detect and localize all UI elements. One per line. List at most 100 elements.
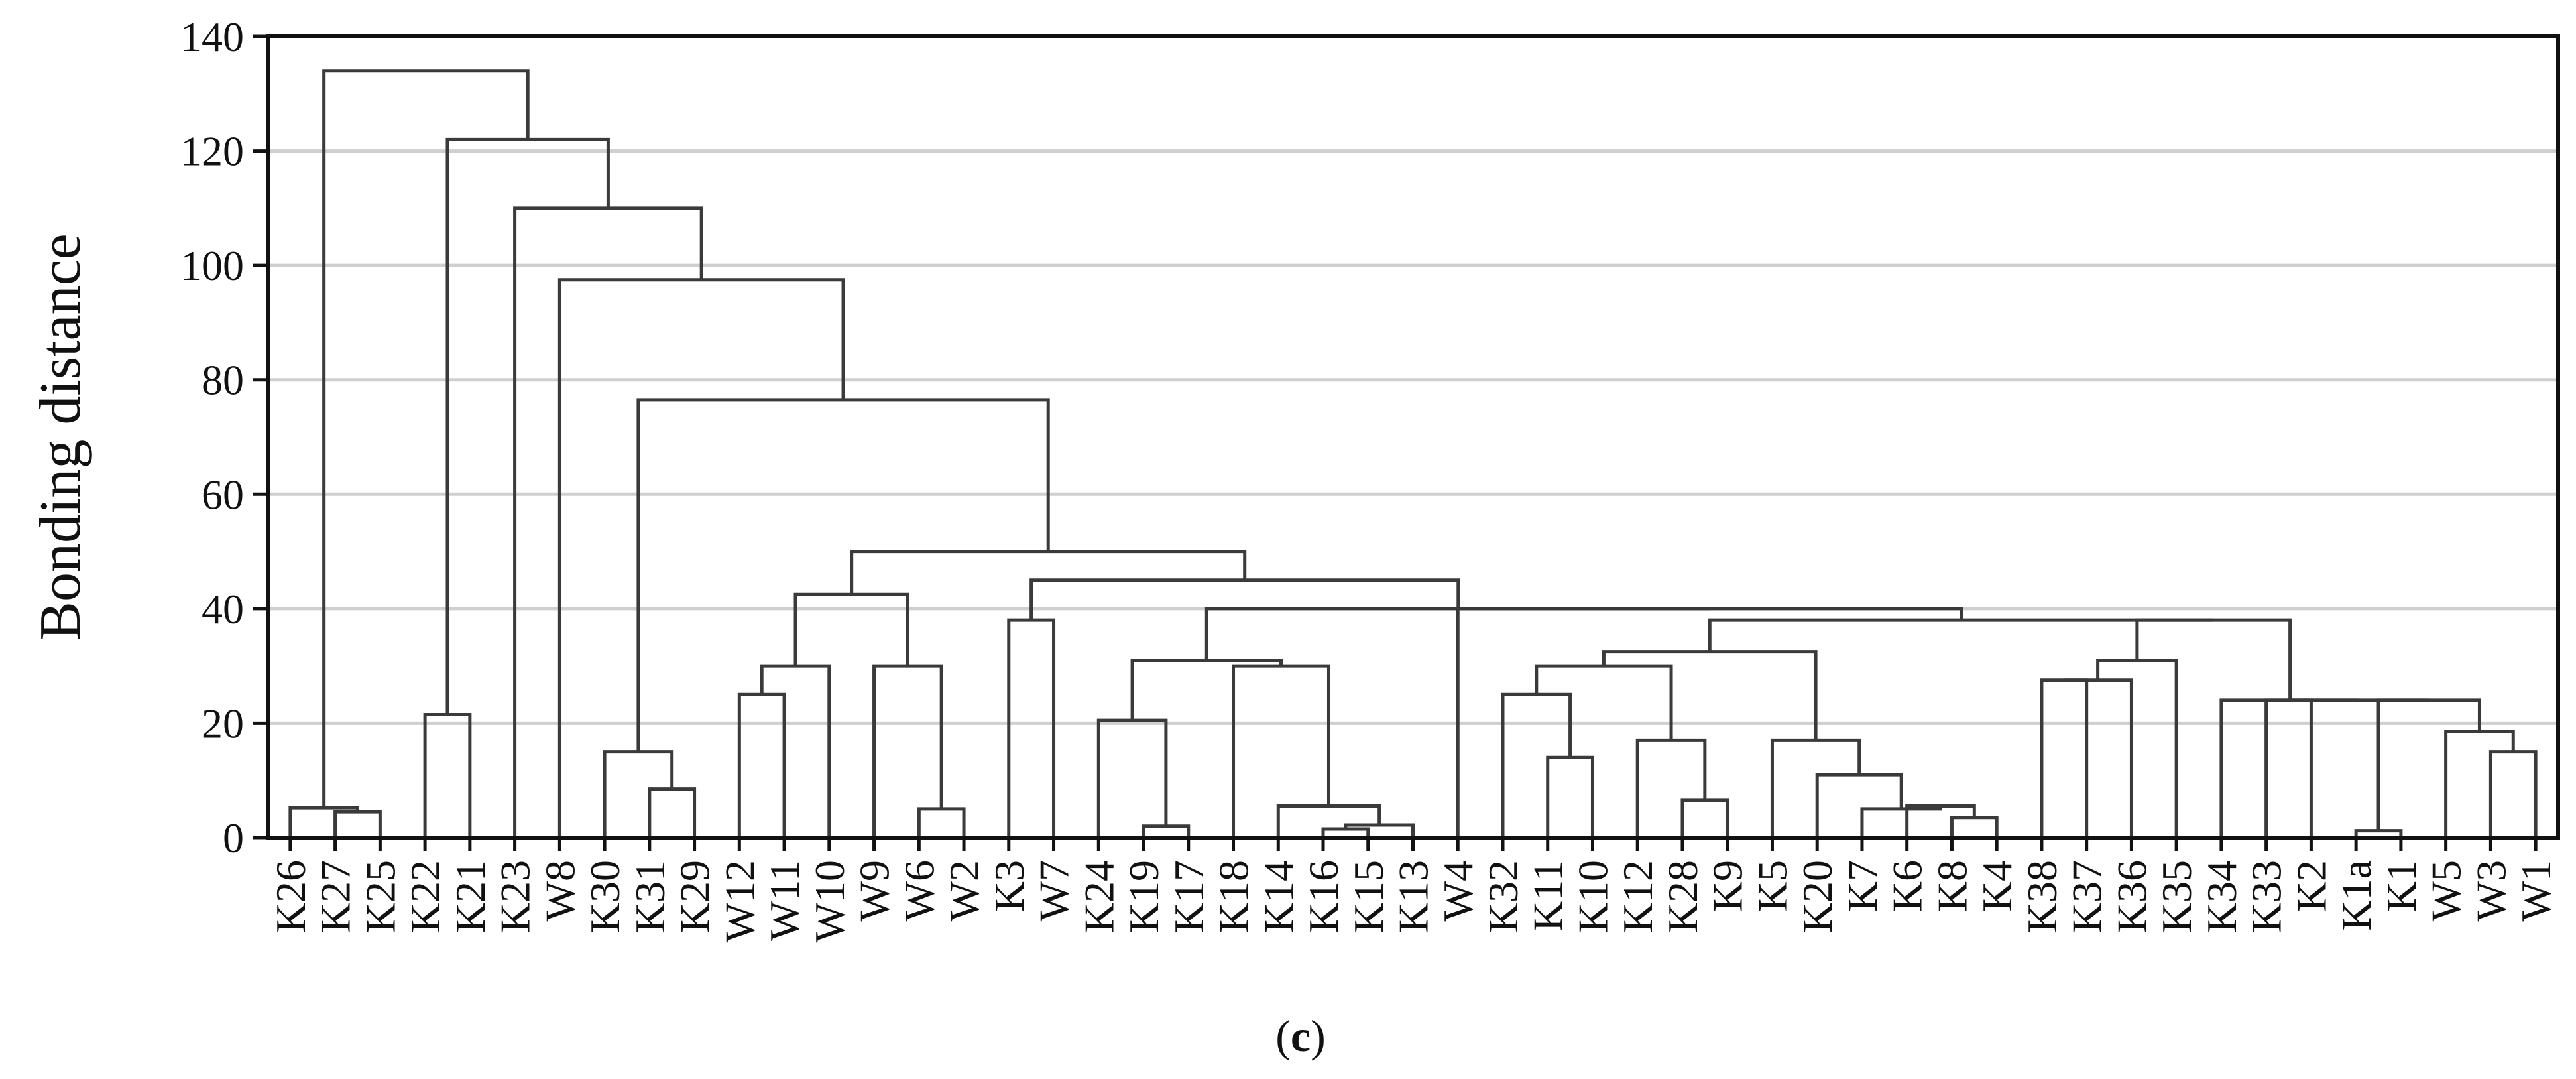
leaf-label-W1: W1: [2512, 860, 2559, 921]
leaf-label-K3: K3: [986, 860, 1033, 912]
merge-link-30: [2040, 678, 2089, 838]
leaf-label-K12: K12: [1614, 860, 1661, 933]
leaf-label-K26: K26: [267, 860, 314, 933]
leaf-label-W3: W3: [2467, 860, 2514, 921]
leaf-label-K11: K11: [1525, 860, 1572, 932]
merge-link-23: [1535, 664, 1673, 741]
leaf-label-K31: K31: [626, 860, 673, 933]
dendrogram-links: [288, 69, 2538, 838]
leaf-label-K15: K15: [1345, 860, 1392, 933]
leaf-label-K5: K5: [1749, 860, 1796, 912]
merge-link-32: [2096, 659, 2178, 838]
y-tick-label-120: 120: [180, 128, 244, 175]
merge-link-4: [648, 787, 697, 838]
leaf-label-K1a: K1a: [2333, 860, 2380, 931]
leaf-label-K2: K2: [2288, 860, 2335, 912]
merge-link-20: [1501, 692, 1572, 838]
merge-link-18: [1130, 659, 1283, 721]
merge-link-10: [793, 592, 909, 666]
leaf-label-K28: K28: [1659, 860, 1706, 933]
leaf-label-K32: K32: [1480, 860, 1527, 933]
merge-link-13: [1096, 718, 1168, 838]
leaf-label-K18: K18: [1210, 860, 1258, 933]
merge-link-39: [2219, 698, 2359, 838]
leaf-label-K1: K1: [2378, 860, 2425, 912]
merge-link-41: [1708, 618, 2214, 652]
leaf-label-K34: K34: [2198, 860, 2245, 933]
y-tick-label-0: 0: [223, 814, 244, 861]
leaf-label-W10: W10: [806, 860, 853, 942]
merge-link-11: [1007, 618, 1056, 838]
merge-link-36: [2376, 698, 2481, 831]
leaf-label-W2: W2: [941, 860, 988, 921]
leaf-label-K16: K16: [1300, 860, 1347, 933]
y-tick-label-40: 40: [202, 586, 244, 633]
merge-link-22: [1635, 738, 1707, 838]
merge-link-17: [1232, 664, 1330, 838]
merge-link-40: [2135, 618, 2292, 700]
leaf-label-K20: K20: [1794, 860, 1841, 933]
leaf-label-W7: W7: [1031, 860, 1078, 921]
leaf-label-W6: W6: [896, 860, 943, 921]
figure-caption: (c): [1275, 1011, 1326, 1061]
y-tick-label-80: 80: [202, 357, 244, 404]
leaf-label-K6: K6: [1884, 860, 1931, 912]
merge-link-35: [2444, 730, 2515, 838]
leaf-label-K19: K19: [1120, 860, 1167, 933]
merge-link-44: [1029, 578, 1460, 621]
merge-link-31: [2064, 678, 2133, 838]
leaf-label-K14: K14: [1255, 860, 1302, 933]
leaf-label-K36: K36: [2108, 860, 2155, 933]
leaf-label-K8: K8: [1928, 860, 1975, 912]
leaf-label-W8: W8: [536, 860, 583, 921]
merge-link-33: [2354, 829, 2403, 838]
leaf-label-K7: K7: [1839, 860, 1886, 912]
leaf-label-K23: K23: [492, 860, 539, 933]
merge-link-5: [603, 750, 674, 838]
leaf-label-K30: K30: [581, 860, 628, 933]
merge-link-37: [2264, 698, 2313, 838]
leaf-label-W4: W4: [1434, 860, 1482, 921]
merge-link-19: [1546, 755, 1594, 838]
leaf-label-K21: K21: [447, 860, 494, 933]
leaf-label-K10: K10: [1569, 860, 1616, 933]
merge-link-8: [917, 807, 966, 838]
leaf-label-K25: K25: [357, 860, 404, 933]
leaf-label-W5: W5: [2423, 860, 2470, 921]
caption-close-paren: ): [1311, 1011, 1326, 1061]
leaf-label-K29: K29: [672, 860, 719, 933]
leaf-label-W9: W9: [851, 860, 898, 921]
leaf-label-K27: K27: [312, 860, 359, 933]
y-tick-label-20: 20: [202, 700, 244, 747]
merge-link-34: [2488, 750, 2538, 838]
merge-link-47: [557, 278, 845, 838]
x-axis-leaf-labels: K26K27K25K22K21K23W8K30K31K29W12W11W10W9…: [267, 838, 2559, 942]
merge-link-45: [850, 550, 1247, 595]
y-axis-ticks: 0 20 40 60 80 100 120 140: [180, 13, 268, 861]
merge-link-26: [1860, 806, 1942, 838]
leaf-label-K4: K4: [1973, 860, 2020, 912]
merge-link-1: [333, 810, 382, 838]
merge-link-42: [1456, 607, 1963, 838]
leaf-label-W12: W12: [716, 860, 763, 942]
merge-link-50: [322, 69, 530, 808]
merge-link-6: [737, 692, 786, 838]
leaf-label-K13: K13: [1390, 860, 1437, 933]
merge-link-24: [1950, 816, 1999, 838]
y-axis-label: Bonding distance: [29, 233, 93, 640]
gridlines: [268, 149, 2558, 725]
leaf-label-K38: K38: [2019, 860, 2066, 933]
leaf-label-K24: K24: [1075, 860, 1122, 933]
leaf-label-K22: K22: [402, 860, 449, 933]
merge-link-14: [1321, 827, 1370, 838]
y-tick-label-140: 140: [180, 13, 244, 60]
y-tick-label-100: 100: [180, 242, 244, 289]
leaf-label-K17: K17: [1165, 860, 1212, 933]
leaf-label-K35: K35: [2153, 860, 2200, 933]
merge-link-3: [423, 712, 472, 838]
caption-open-paren: (: [1275, 1011, 1291, 1061]
merge-link-7: [760, 664, 831, 838]
merge-link-46: [636, 398, 1050, 752]
leaf-label-W11: W11: [761, 860, 808, 941]
